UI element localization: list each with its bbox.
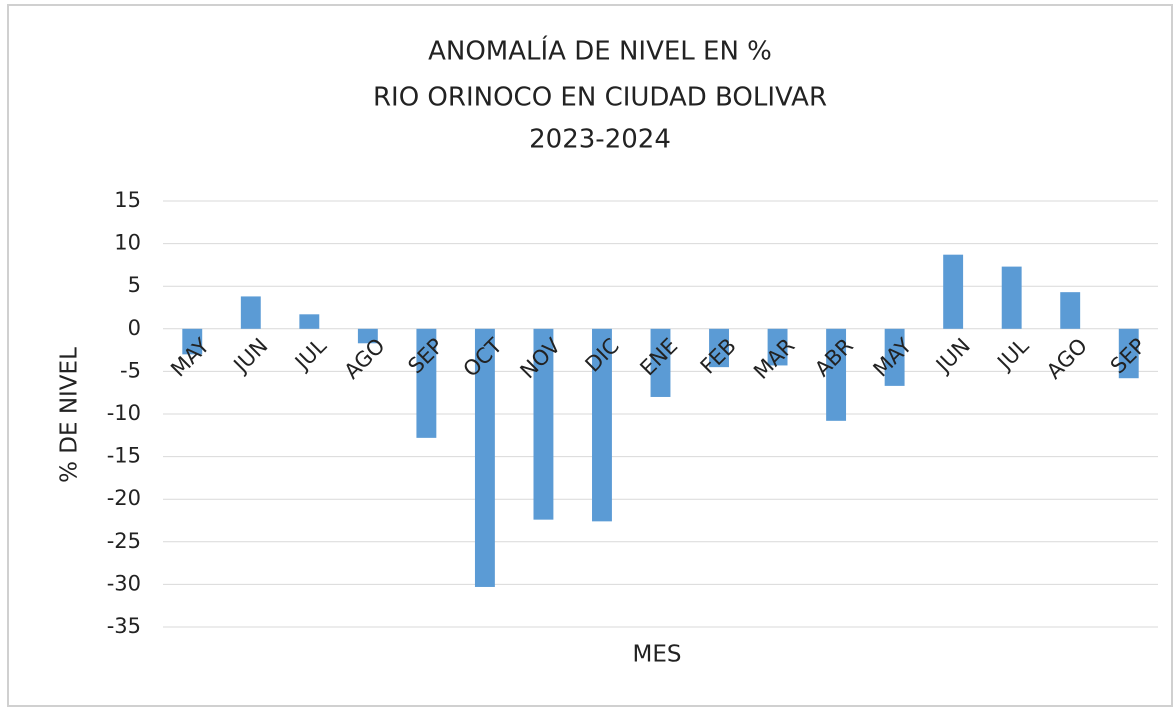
y-tick-label: -5	[120, 358, 141, 382]
bar	[182, 328, 203, 355]
y-tick-label: -25	[107, 529, 141, 553]
bar	[826, 328, 847, 421]
bar	[650, 328, 671, 397]
chart-frame	[7, 4, 1173, 707]
bar	[1060, 292, 1081, 329]
bar	[943, 254, 964, 329]
y-tick-label: -10	[107, 401, 141, 425]
bar	[592, 328, 612, 522]
bar	[416, 328, 437, 438]
bar	[240, 296, 261, 329]
y-tick-label: -35	[107, 614, 141, 638]
y-tick-label: -30	[107, 571, 141, 595]
bar	[299, 314, 320, 329]
chart-title: ANOMALÍA DE NIVEL EN %	[428, 35, 772, 67]
chart-title: 2023-2024	[529, 125, 671, 155]
y-axis-title: % DE NIVEL	[57, 347, 83, 483]
x-axis-title: MES	[633, 642, 682, 668]
bar	[884, 328, 905, 386]
bar	[1001, 266, 1022, 329]
bar	[474, 328, 495, 587]
bar	[533, 328, 554, 520]
bar	[767, 328, 788, 366]
chart-title: RIO ORINOCO EN CIUDAD BOLIVAR	[373, 83, 827, 113]
y-tick-label: 15	[114, 188, 141, 212]
bar	[709, 328, 729, 368]
y-tick-label: 10	[114, 231, 141, 255]
y-tick-label: 5	[128, 273, 141, 297]
y-tick-label: -20	[107, 486, 141, 510]
y-tick-label: 0	[128, 316, 141, 340]
bar	[357, 328, 378, 344]
y-tick-label: -15	[107, 444, 141, 468]
bar	[1118, 328, 1139, 379]
